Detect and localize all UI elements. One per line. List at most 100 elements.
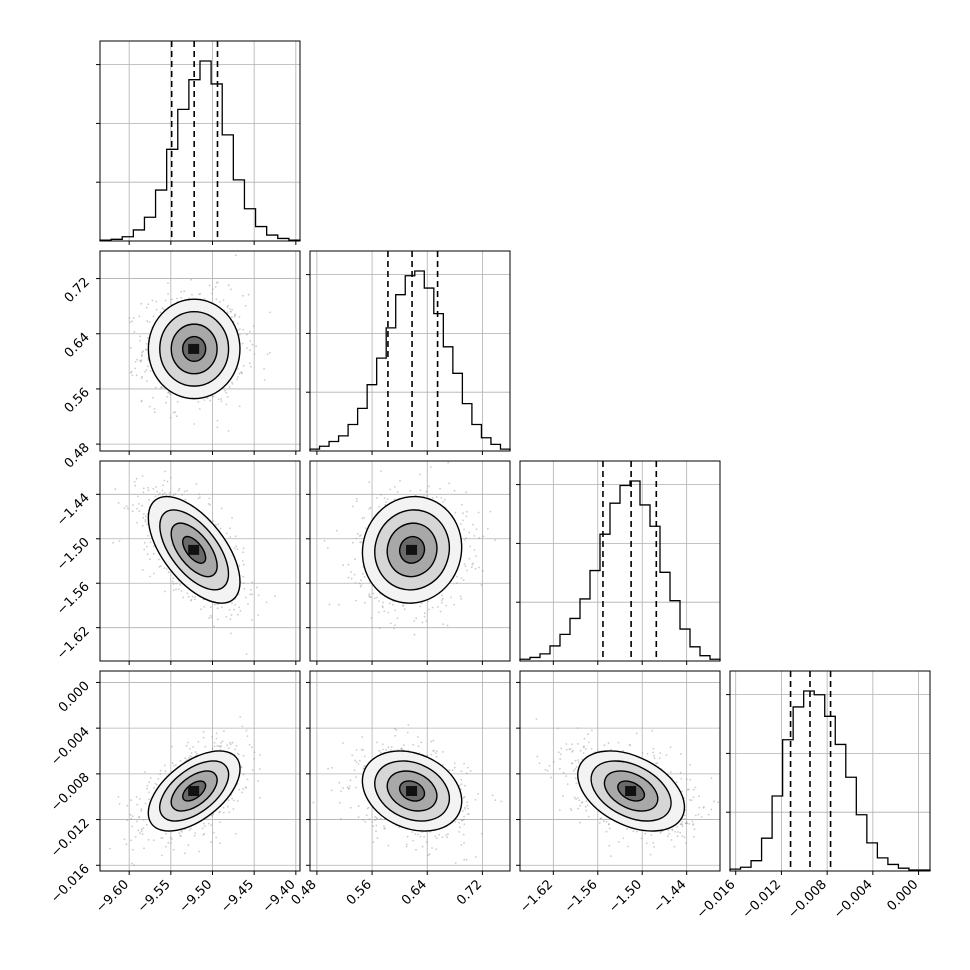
- sample-point: [193, 835, 196, 837]
- sample-point: [430, 466, 432, 468]
- sample-point: [153, 411, 156, 414]
- sample-point: [152, 396, 155, 399]
- sample-point: [435, 496, 438, 498]
- sample-point: [164, 470, 167, 473]
- sample-point: [415, 848, 417, 851]
- sample-point: [146, 523, 149, 526]
- sample-point: [207, 822, 210, 825]
- sample-point: [348, 787, 350, 790]
- sample-point: [203, 399, 206, 401]
- sample-point: [129, 371, 132, 374]
- sample-point: [477, 793, 479, 795]
- sample-point: [206, 397, 209, 400]
- sample-point: [474, 799, 477, 801]
- sample-point: [369, 506, 372, 509]
- sample-point: [170, 745, 173, 748]
- sample-point: [203, 605, 206, 608]
- sample-point: [474, 856, 477, 858]
- sample-point: [161, 837, 164, 839]
- sample-point: [229, 618, 232, 621]
- sample-point: [239, 609, 242, 612]
- panel-frame: [309, 670, 511, 872]
- sample-point: [213, 625, 216, 628]
- sample-point: [230, 316, 233, 318]
- sample-point: [585, 800, 588, 803]
- sample-point: [406, 731, 409, 734]
- sample-point: [362, 818, 365, 821]
- sample-point: [468, 531, 471, 534]
- sample-point: [257, 594, 260, 597]
- sample-point: [242, 575, 245, 578]
- sample-point: [392, 603, 394, 606]
- sample-point: [159, 773, 162, 776]
- sample-point: [465, 515, 468, 518]
- sample-point: [145, 368, 148, 371]
- sample-point: [230, 632, 232, 635]
- sample-point: [132, 504, 135, 506]
- sample-point: [169, 491, 172, 494]
- sample-point: [220, 745, 223, 747]
- sample-point: [238, 405, 241, 408]
- sample-point: [584, 748, 587, 750]
- sample-point: [441, 599, 443, 601]
- sample-point: [417, 736, 419, 738]
- sample-point: [233, 799, 235, 802]
- sample-point: [242, 365, 245, 367]
- sample-point: [144, 802, 147, 805]
- sample-point: [217, 398, 220, 401]
- sample-point: [222, 811, 225, 814]
- sample-point: [172, 583, 175, 585]
- sample-point: [386, 498, 389, 500]
- density-peak: [188, 544, 200, 555]
- sample-point: [251, 769, 254, 771]
- histogram-1: [309, 270, 511, 451]
- sample-point: [426, 754, 429, 757]
- sample-point: [692, 796, 695, 798]
- sample-point: [227, 799, 230, 802]
- sample-point: [385, 748, 388, 751]
- sample-point: [255, 345, 257, 348]
- sample-point: [403, 608, 406, 611]
- sample-point: [211, 747, 214, 750]
- sample-point: [216, 618, 219, 621]
- sample-point: [172, 848, 175, 851]
- sample-point: [383, 497, 386, 500]
- sample-point: [183, 490, 186, 493]
- sample-point: [139, 335, 142, 338]
- panel-frame: [99, 670, 301, 872]
- sample-point: [202, 736, 205, 739]
- sample-point: [164, 845, 167, 848]
- sample-point: [148, 781, 151, 784]
- sample-point: [230, 288, 232, 291]
- sample-point: [118, 803, 121, 805]
- sample-point: [238, 564, 241, 567]
- sample-point: [117, 502, 120, 504]
- sample-point: [381, 743, 384, 746]
- sample-point: [220, 398, 222, 400]
- sample-point: [222, 806, 225, 809]
- sample-point: [162, 493, 165, 495]
- sample-point: [249, 330, 251, 333]
- sample-point: [231, 741, 234, 744]
- sample-point: [441, 594, 443, 597]
- sample-point: [263, 379, 266, 381]
- sample-point: [434, 835, 437, 838]
- sample-point: [197, 740, 200, 743]
- sample-point: [208, 497, 211, 500]
- sample-point: [342, 742, 344, 744]
- sample-point: [378, 611, 380, 614]
- sample-point: [130, 839, 133, 842]
- sample-point: [155, 300, 158, 303]
- sample-point: [141, 353, 143, 356]
- sample-point: [125, 843, 128, 846]
- sample-point: [171, 580, 174, 583]
- sample-point: [458, 784, 461, 787]
- sample-point: [148, 405, 151, 408]
- sample-point: [442, 751, 444, 753]
- sample-point: [154, 782, 157, 785]
- sample-point: [395, 729, 398, 731]
- sample-point: [138, 503, 140, 505]
- sample-point: [242, 788, 245, 790]
- sample-point: [354, 759, 356, 762]
- sample-point: [468, 557, 471, 560]
